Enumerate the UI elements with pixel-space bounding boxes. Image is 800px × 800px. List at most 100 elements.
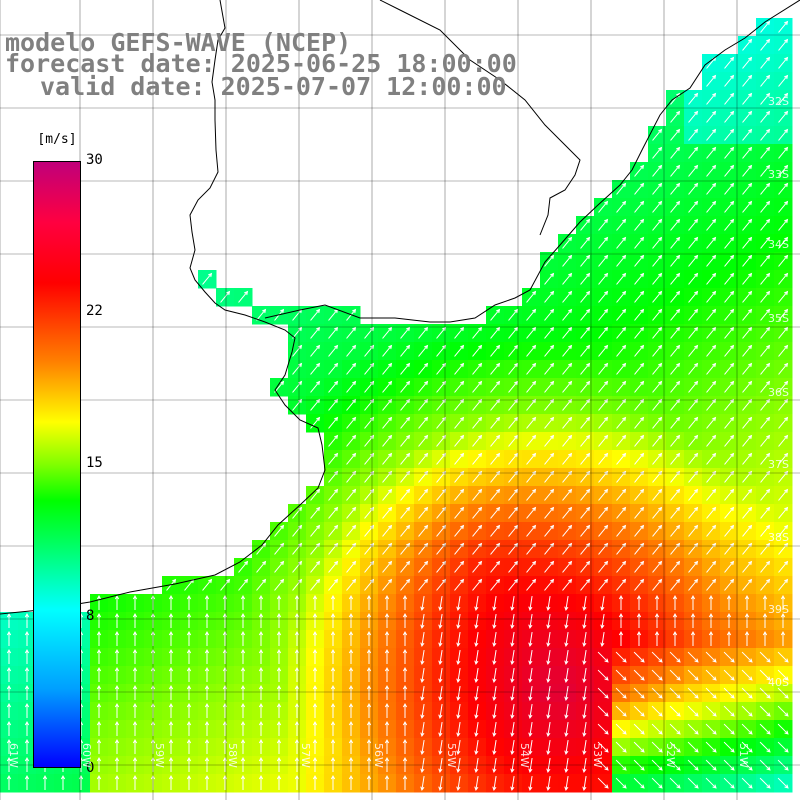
wind-arrow [562, 434, 573, 447]
wind-arrow [330, 684, 336, 700]
wind-arrow [490, 506, 501, 519]
wind-arrow [670, 380, 681, 393]
wind-arrow [688, 218, 699, 231]
wind-arrow [510, 632, 515, 647]
wind-arrow [616, 218, 627, 231]
wind-arrow [708, 612, 714, 628]
wind-arrow [597, 705, 609, 717]
wind-arrow [580, 272, 591, 285]
wind-arrow [438, 704, 443, 719]
wind-arrow [96, 666, 102, 682]
wind-arrow [724, 146, 735, 159]
wind-arrow [778, 128, 789, 141]
wind-arrow [240, 630, 246, 646]
wind-arrow [456, 632, 461, 647]
wind-arrow [420, 632, 425, 647]
wind-arrow [186, 594, 192, 610]
wind-arrow [598, 470, 609, 483]
wind-arrow [760, 164, 771, 177]
wind-arrow [310, 560, 321, 573]
wind-arrow [528, 686, 533, 701]
wind-arrow [634, 506, 645, 519]
wind-arrow [706, 398, 717, 411]
wind-arrow [490, 434, 501, 447]
wind-arrow [778, 398, 789, 411]
wind-arrow [274, 578, 285, 591]
wind-arrow [706, 470, 717, 483]
wind-arrow [741, 723, 753, 735]
wind-arrow [508, 524, 519, 537]
wind-arrow [760, 74, 771, 87]
wind-arrow [400, 326, 411, 339]
wind-arrow [742, 74, 753, 87]
wind-arrow [634, 452, 645, 465]
wind-arrow [724, 182, 735, 195]
wind-arrow [240, 738, 246, 754]
wind-arrow [562, 506, 573, 519]
wind-arrow [474, 650, 479, 665]
wind-arrow [294, 648, 300, 664]
wind-arrow [310, 398, 321, 411]
lat-label: 39S [768, 603, 789, 616]
wind-arrow [238, 560, 249, 573]
wind-arrow [777, 723, 789, 735]
wind-arrow [708, 630, 714, 646]
wind-arrow [168, 648, 174, 664]
wind-arrow [418, 416, 429, 429]
colorbar-label-30: 30 [86, 152, 103, 168]
wind-arrow [454, 362, 465, 375]
wind-arrow [688, 488, 699, 501]
wind-arrow [400, 380, 411, 393]
wind-arrow [741, 741, 753, 753]
wind-arrow [456, 776, 461, 791]
wind-arrow [24, 612, 30, 628]
wind-arrow [598, 236, 609, 249]
wind-arrow [562, 524, 573, 537]
wind-arrow [724, 92, 735, 105]
wind-arrow [240, 684, 246, 700]
wind-arrow [490, 362, 501, 375]
wind-arrow [526, 344, 537, 357]
wind-arrow [778, 506, 789, 519]
wind-arrow [760, 290, 771, 303]
wind-arrow [310, 506, 321, 519]
wind-arrow [294, 630, 300, 646]
wind-arrow [760, 578, 771, 591]
wind-arrow [456, 686, 461, 701]
wind-arrow [600, 596, 605, 611]
wind-arrow [258, 630, 264, 646]
wind-arrow [616, 362, 627, 375]
wind-arrow [760, 452, 771, 465]
wind-arrow [508, 326, 519, 339]
wind-arrow [528, 668, 533, 683]
wind-arrow [688, 164, 699, 177]
wind-arrow [454, 326, 465, 339]
wind-arrow [688, 146, 699, 159]
wind-arrow [652, 164, 663, 177]
wind-arrow [508, 578, 519, 591]
wind-arrow [562, 272, 573, 285]
wind-arrow [528, 632, 533, 647]
wind-arrow [454, 488, 465, 501]
wind-arrow [400, 560, 411, 573]
wind-arrow [741, 687, 753, 699]
wind-arrow [706, 488, 717, 501]
wind-arrow [778, 434, 789, 447]
wind-arrow [366, 666, 372, 682]
wind-arrow [454, 560, 465, 573]
wind-arrow [652, 488, 663, 501]
wind-arrow [742, 560, 753, 573]
wind-arrow [564, 668, 569, 683]
wind-arrow [456, 668, 461, 683]
wind-arrow [528, 740, 533, 755]
wind-arrow [652, 560, 663, 573]
wind-arrow [652, 344, 663, 357]
wind-arrow [688, 128, 699, 141]
wind-arrow [438, 632, 443, 647]
wind-arrow [258, 594, 264, 610]
wind-arrow [616, 470, 627, 483]
lon-label: 61W [7, 743, 20, 768]
wind-arrow [382, 344, 393, 357]
wind-arrow [616, 506, 627, 519]
wind-arrow [346, 326, 357, 339]
